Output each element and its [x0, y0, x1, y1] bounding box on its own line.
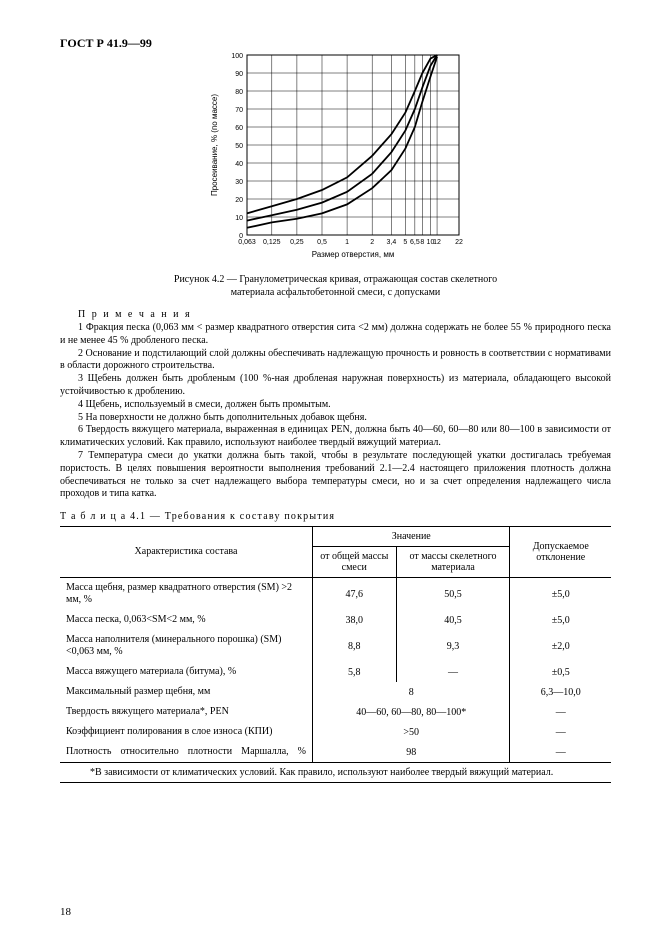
table-row: Твердость вяжущего материала*, PEN40—60,… [60, 702, 611, 722]
cell-characteristic: Масса наполнителя (минерального порошка)… [60, 630, 313, 662]
cell-value-span: 98 [313, 742, 510, 763]
th-value: Значение [313, 527, 510, 547]
svg-text:90: 90 [235, 71, 243, 78]
cell-tolerance: — [510, 722, 611, 742]
cell-characteristic: Коэффициент полирования в слое износа (К… [60, 722, 313, 742]
svg-text:100: 100 [231, 53, 243, 60]
note-item: 6 Твердость вяжущего материала, выраженн… [60, 424, 611, 450]
note-item: 1 Фракция песка (0,063 мм < размер квадр… [60, 322, 611, 348]
svg-text:50: 50 [235, 143, 243, 150]
svg-text:6,5: 6,5 [409, 239, 419, 246]
notes-block: 1 Фракция песка (0,063 мм < размер квадр… [60, 322, 611, 501]
cell-value-skeleton: 9,3 [396, 630, 510, 662]
cell-value-total: 47,6 [313, 578, 397, 611]
th-value-skeleton: от массы скелетного материала [396, 547, 510, 578]
svg-text:0,125: 0,125 [263, 239, 281, 246]
figure-caption: Рисунок 4.2 — Гранулометрическая кривая,… [60, 274, 611, 299]
svg-text:Просеивание, % (по массе): Просеивание, % (по массе) [210, 94, 219, 196]
figure-caption-line2: материала асфальтобетонной смеси, с допу… [231, 287, 441, 298]
cell-characteristic: Масса песка, 0,063<SM<2 мм, % [60, 610, 313, 630]
cell-value-total: 38,0 [313, 610, 397, 630]
cell-value-total: 8,8 [313, 630, 397, 662]
cell-tolerance: ±5,0 [510, 578, 611, 611]
cell-tolerance: ±5,0 [510, 610, 611, 630]
note-item: 7 Температура смеси до укатки должна быт… [60, 450, 611, 501]
svg-text:70: 70 [235, 107, 243, 114]
table-row: Максимальный размер щебня, мм86,3—10,0 [60, 682, 611, 702]
svg-text:10: 10 [235, 215, 243, 222]
table-row: Коэффициент полирования в слое износа (К… [60, 722, 611, 742]
svg-text:2: 2 [370, 239, 374, 246]
th-tolerance: Допускаемое отклонение [510, 527, 611, 578]
page-number: 18 [60, 906, 71, 918]
note-item: 2 Основание и подстилающий слой должны о… [60, 348, 611, 374]
svg-text:12: 12 [433, 239, 441, 246]
note-item: 3 Щебень должен быть дробленым (100 %-на… [60, 373, 611, 399]
svg-text:0,25: 0,25 [290, 239, 304, 246]
cell-value-skeleton: — [396, 662, 510, 682]
cell-value-span: 8 [313, 682, 510, 702]
figure-caption-line1: Рисунок 4.2 — Гранулометрическая кривая,… [174, 274, 497, 285]
cell-value-skeleton: 40,5 [396, 610, 510, 630]
note-item: 4 Щебень, используемый в смеси, должен б… [60, 399, 611, 412]
cell-value-total: 5,8 [313, 662, 397, 682]
cell-tolerance: — [510, 702, 611, 722]
table-title: Т а б л и ц а 4.1 — Требования к составу… [60, 511, 611, 522]
svg-text:40: 40 [235, 161, 243, 168]
table-footnote: *В зависимости от климатических условий.… [60, 763, 611, 783]
table-row: Масса песка, 0,063<SM<2 мм, %38,040,5±5,… [60, 610, 611, 630]
svg-text:5: 5 [403, 239, 407, 246]
svg-text:0,5: 0,5 [317, 239, 327, 246]
cell-characteristic: Масса вяжущего материала (битума), % [60, 662, 313, 682]
th-value-total: от общей массы смеси [313, 547, 397, 578]
table-row: Масса вяжущего материала (битума), %5,8—… [60, 662, 611, 682]
svg-text:20: 20 [235, 197, 243, 204]
cell-value-span: 40—60, 60—80, 80—100* [313, 702, 510, 722]
note-item: 5 На поверхности не должно быть дополнит… [60, 412, 611, 425]
svg-text:8: 8 [420, 239, 424, 246]
table-row: Масса щебня, размер квадратного отверсти… [60, 578, 611, 611]
svg-text:30: 30 [235, 179, 243, 186]
cell-tolerance: ±0,5 [510, 662, 611, 682]
th-characteristic: Характеристика состава [60, 527, 313, 578]
svg-text:Размер отверстия, мм: Размер отверстия, мм [311, 250, 394, 259]
cell-tolerance: 6,3—10,0 [510, 682, 611, 702]
cell-value-span: >50 [313, 722, 510, 742]
cell-value-skeleton: 50,5 [396, 578, 510, 611]
cell-characteristic: Масса щебня, размер квадратного отверсти… [60, 578, 313, 611]
svg-text:0,063: 0,063 [238, 239, 256, 246]
cell-characteristic: Твердость вяжущего материала*, PEN [60, 702, 313, 722]
cell-tolerance: ±2,0 [510, 630, 611, 662]
cell-characteristic: Максимальный размер щебня, мм [60, 682, 313, 702]
table-row: Плотность относительно плотности Маршалл… [60, 742, 611, 763]
svg-text:22: 22 [455, 239, 463, 246]
cell-tolerance: — [510, 742, 611, 763]
composition-table: Характеристика состава Значение Допускае… [60, 526, 611, 783]
gradation-chart: 01020304050607080901000,0630,1250,250,51… [201, 49, 471, 268]
svg-text:60: 60 [235, 125, 243, 132]
svg-text:80: 80 [235, 89, 243, 96]
notes-heading: П р и м е ч а н и я [60, 309, 611, 320]
table-row: Масса наполнителя (минерального порошка)… [60, 630, 611, 662]
svg-text:3,4: 3,4 [386, 239, 396, 246]
svg-text:1: 1 [345, 239, 349, 246]
cell-characteristic: Плотность относительно плотности Маршалл… [60, 742, 313, 763]
